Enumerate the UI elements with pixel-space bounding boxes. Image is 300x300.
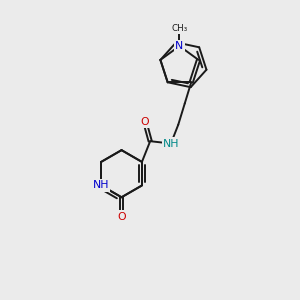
Text: O: O — [117, 212, 126, 222]
Text: NH: NH — [93, 181, 110, 190]
Text: O: O — [141, 117, 149, 127]
Text: CH₃: CH₃ — [171, 24, 188, 33]
Text: N: N — [175, 41, 184, 51]
Text: NH: NH — [163, 139, 179, 148]
